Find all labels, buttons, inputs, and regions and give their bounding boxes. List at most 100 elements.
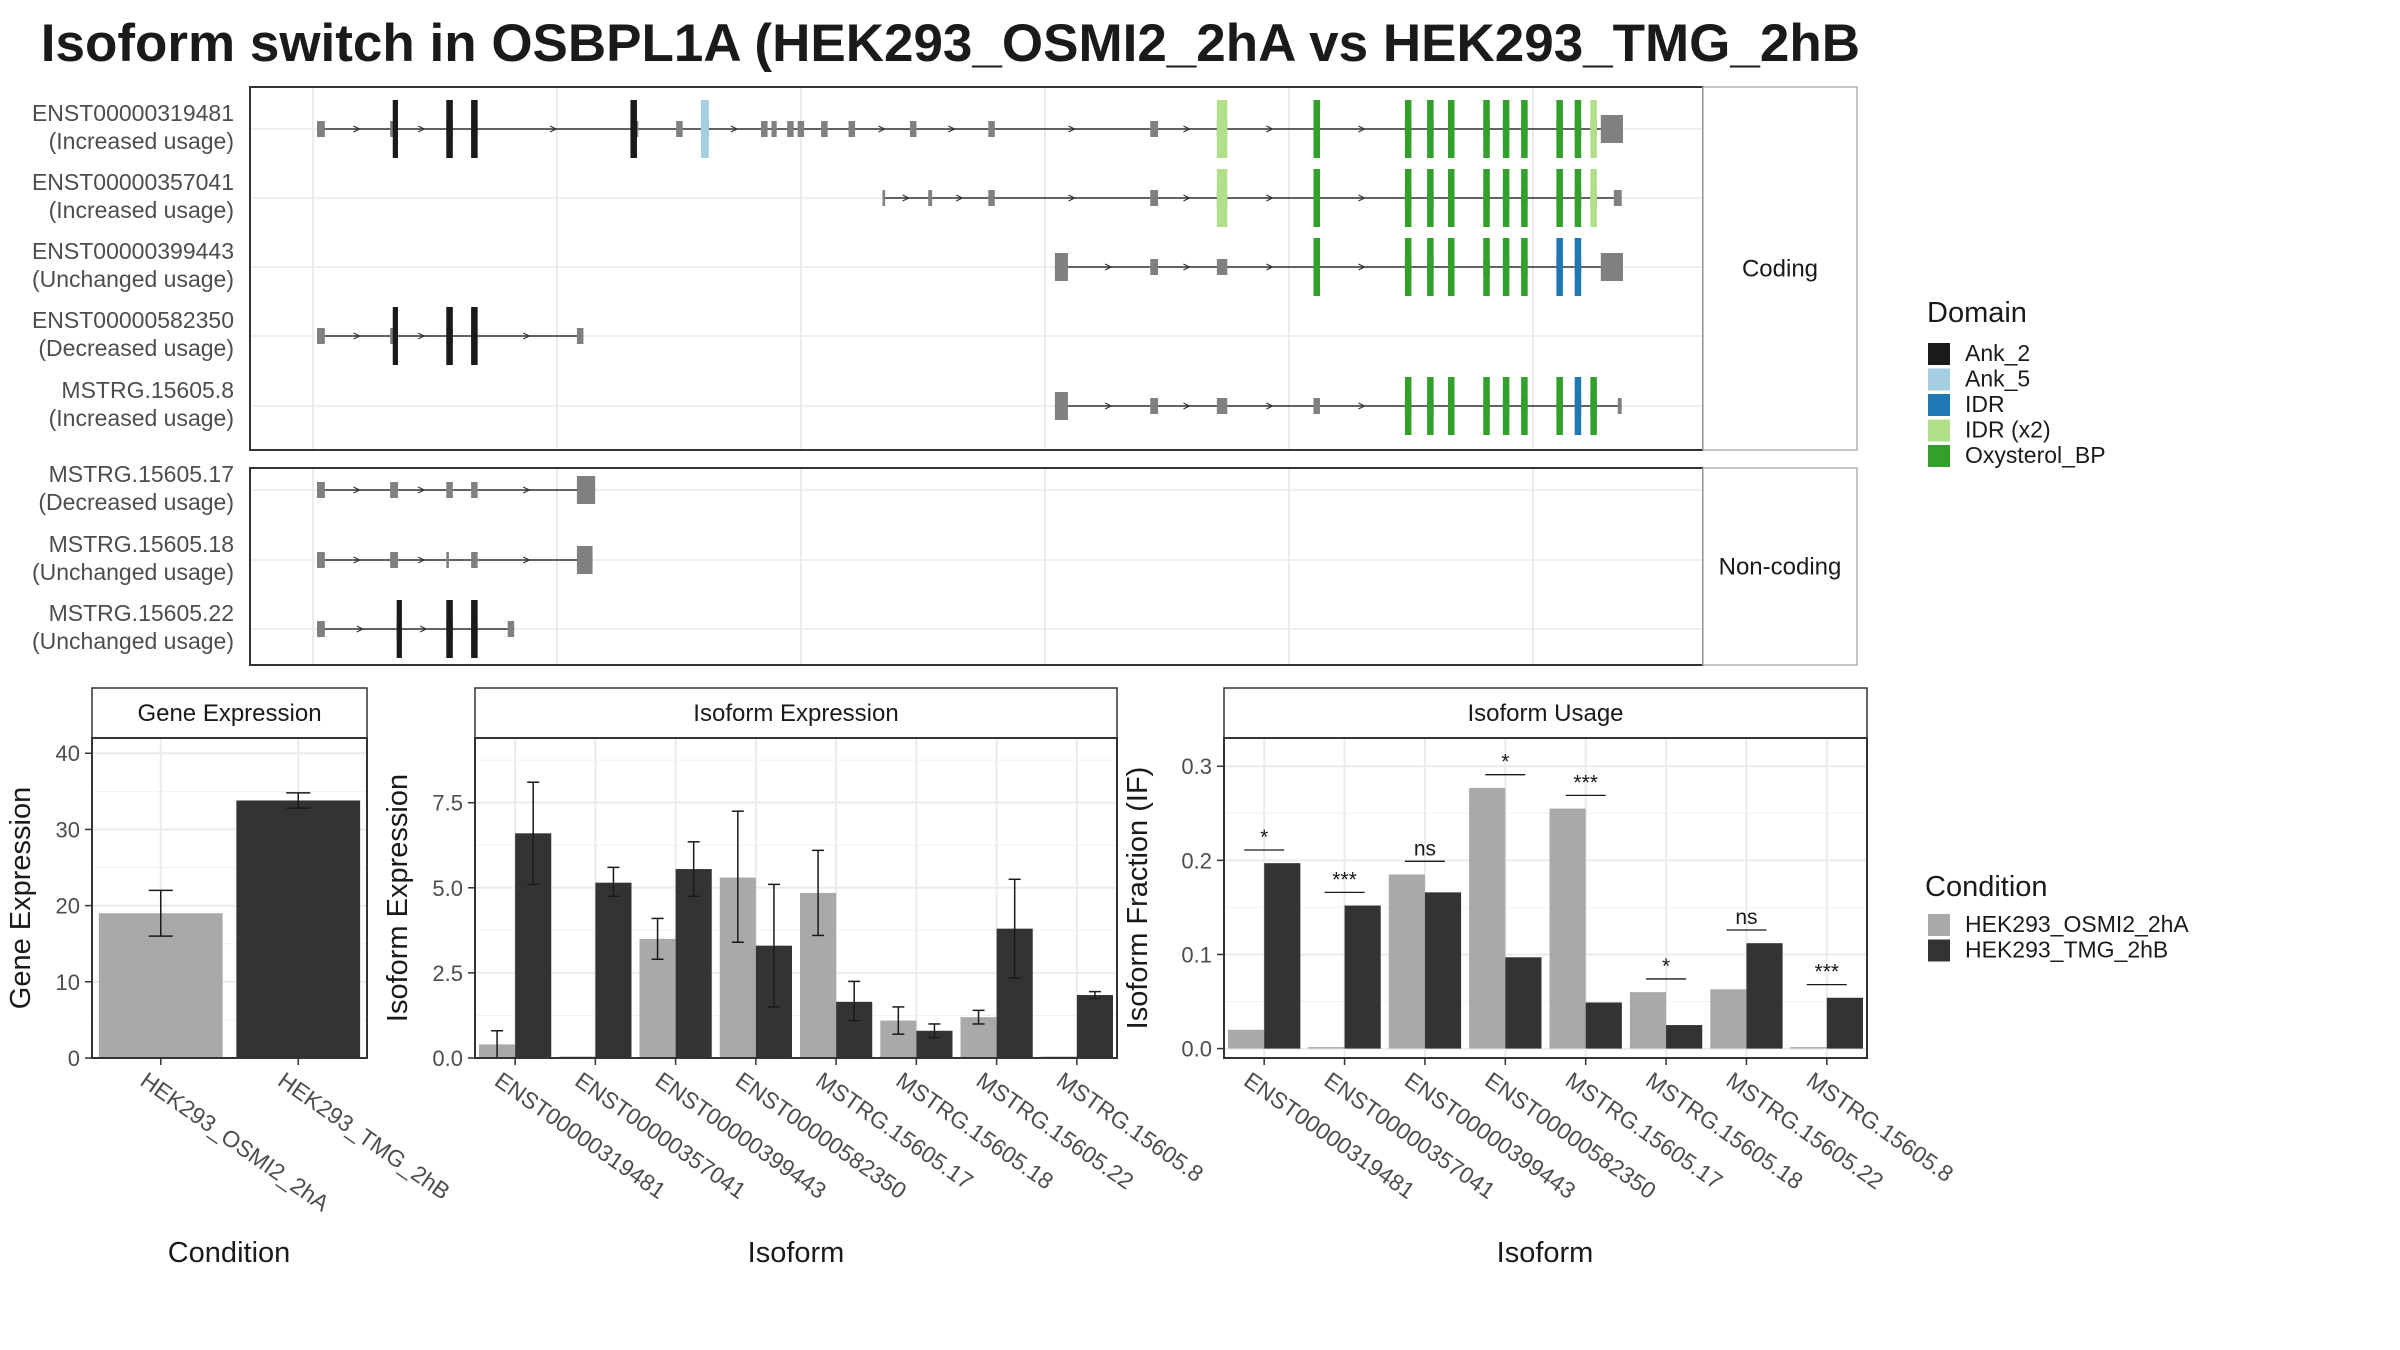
noncoding-transcripts-panel: MSTRG.15605.17(Decreased usage)MSTRG.156…	[32, 461, 1858, 666]
intron-arrow	[353, 556, 361, 564]
intron-arrow	[1183, 402, 1191, 410]
transcript-id-label: ENST00000319481	[32, 100, 234, 126]
domain-oxysterol-bp	[1404, 238, 1412, 296]
domain-oxysterol-bp	[1447, 238, 1455, 296]
legend-key-ank-2	[1928, 343, 1950, 365]
y-tick-label: 30	[56, 817, 80, 842]
domain-oxysterol-bp	[1427, 169, 1434, 227]
exon	[1054, 253, 1068, 281]
transcript-usage-label: (Unchanged usage)	[32, 559, 234, 585]
bar	[1710, 989, 1747, 1049]
domain-idr-x2-	[1590, 169, 1597, 227]
bar	[1424, 892, 1462, 1049]
bar	[1228, 1029, 1265, 1049]
domain-ank-2	[446, 100, 453, 158]
legend-key-condition	[1928, 939, 1950, 962]
intron-arrow	[1183, 194, 1191, 202]
domain-idr	[1556, 238, 1563, 296]
exon	[1313, 398, 1321, 414]
legend-key-idr	[1928, 394, 1950, 416]
bar	[1746, 943, 1783, 1049]
exon	[882, 190, 886, 206]
significance-label: ***	[1332, 868, 1357, 891]
y-tick-label: 40	[56, 741, 80, 766]
legend-label: Ank_5	[1965, 366, 2030, 392]
exon	[317, 121, 325, 137]
exon	[317, 621, 325, 637]
domain-oxysterol-bp	[1521, 100, 1528, 158]
isoform-usage-panel: Isoform Usage****ns*****ns***0.00.10.20.…	[1122, 687, 1958, 1269]
significance-label: ***	[1815, 961, 1840, 984]
bar	[1388, 874, 1425, 1049]
coding-transcripts-panel: ENST00000319481(Increased usage) ENST0000…	[32, 86, 1858, 451]
exon	[471, 552, 478, 568]
panel-title: Isoform Expression	[693, 700, 898, 727]
domain-ank-5	[700, 100, 709, 158]
bar	[1469, 787, 1506, 1049]
intron-arrow	[353, 125, 361, 133]
exon	[1150, 121, 1159, 137]
condition-legend-title: Condition	[1925, 871, 2048, 903]
transcript-id-label: ENST00000357041	[32, 169, 234, 195]
transcript-id-label: MSTRG.15605.18	[49, 531, 234, 557]
transcript-usage-label: (Decreased usage)	[38, 335, 234, 361]
domain-oxysterol-bp	[1427, 100, 1434, 158]
intron-arrow	[730, 125, 739, 133]
bar	[1308, 1047, 1345, 1049]
legend-label: IDR	[1965, 391, 2005, 417]
domain-oxysterol-bp	[1427, 377, 1434, 435]
significance-label: ns	[1735, 906, 1757, 929]
intron-arrow	[1183, 263, 1191, 271]
significance-label: ns	[1414, 837, 1436, 860]
exon	[446, 552, 449, 568]
exon	[576, 328, 584, 344]
domain-oxysterol-bp	[1574, 169, 1582, 227]
intron-arrow	[417, 332, 426, 340]
bar	[1790, 1047, 1827, 1049]
domain-ank-2	[471, 600, 478, 658]
facet-strip-label: Non-coding	[1719, 554, 1842, 581]
domain-oxysterol-bp	[1447, 100, 1455, 158]
domain-oxysterol-bp	[1427, 238, 1434, 296]
domain-oxysterol-bp	[1447, 169, 1455, 227]
transcript-structure-panel: ENST00000319481(Increased usage) ENST0000…	[32, 86, 1858, 666]
exon	[1216, 259, 1228, 275]
x-axis-title: Isoform	[748, 1237, 845, 1269]
significance-label: *	[1501, 751, 1509, 774]
domain-ank-2	[396, 600, 402, 658]
intron-arrow	[353, 332, 361, 340]
transcript-id-label: ENST00000399443	[32, 238, 234, 264]
intron-arrow	[1183, 125, 1191, 133]
panel-border	[91, 737, 368, 1059]
exon	[507, 621, 515, 637]
legend-label: HEK293_OSMI2_2hA	[1965, 911, 2189, 937]
exon	[1617, 398, 1622, 414]
intron-arrow	[417, 556, 426, 564]
transcript-usage-label: (Unchanged usage)	[32, 628, 234, 654]
exon	[576, 546, 593, 574]
facet-strip	[91, 687, 368, 739]
exon	[317, 482, 325, 498]
y-tick-label: 7.5	[432, 791, 463, 816]
transcript-MSTRG.15605.18: MSTRG.15605.18(Unchanged usage)	[32, 531, 593, 585]
exon	[848, 121, 856, 137]
bar	[1264, 863, 1301, 1049]
y-axis-title: Isoform Fraction (IF)	[1122, 767, 1154, 1030]
intron-arrow	[1068, 125, 1076, 133]
domain-oxysterol-bp	[1483, 169, 1490, 227]
bar	[1076, 995, 1113, 1058]
y-tick-label: 0.0	[1181, 1037, 1212, 1062]
transcript-usage-label: (Increased usage)	[49, 128, 234, 154]
y-tick-label: 0.1	[1181, 942, 1212, 967]
intron-arrow	[1358, 125, 1366, 133]
exon	[1600, 115, 1623, 143]
domain-oxysterol-bp	[1556, 169, 1563, 227]
domain-idr	[1574, 238, 1582, 296]
transcript-usage-label: (Decreased usage)	[38, 489, 234, 515]
domain-oxysterol-bp	[1447, 377, 1455, 435]
domain-idr	[1574, 377, 1582, 435]
domain-ank-2	[446, 600, 453, 658]
facet-strip	[474, 687, 1118, 739]
exon	[988, 190, 995, 206]
legend-label: Oxysterol_BP	[1965, 442, 2106, 468]
